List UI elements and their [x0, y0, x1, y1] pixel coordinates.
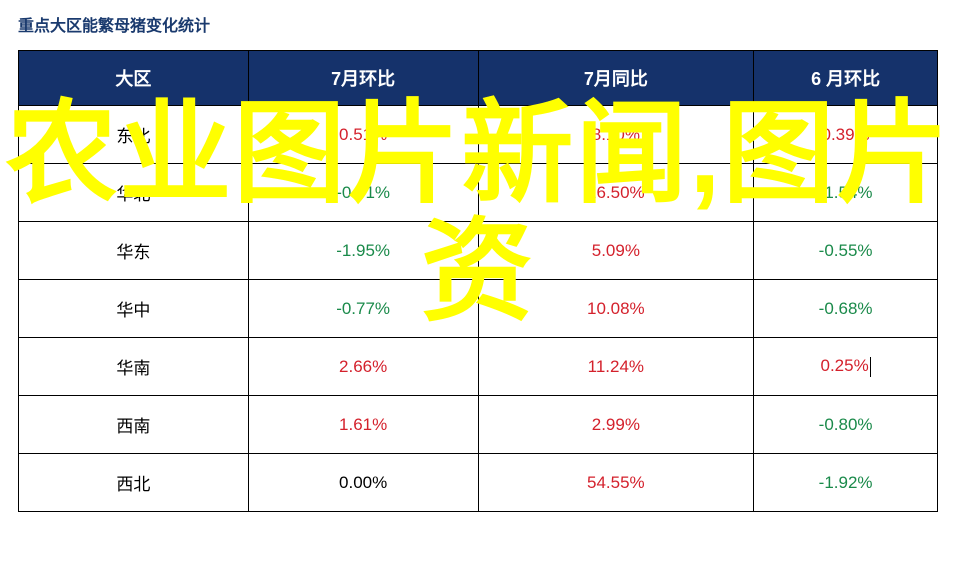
cell-value: 1.61%	[248, 396, 478, 454]
cell-region: 华中	[19, 280, 249, 338]
cell-value: -0.80%	[754, 396, 938, 454]
page-title: 重点大区能繁母猪变化统计	[18, 12, 938, 36]
table-row: 西南1.61%2.99%-0.80%	[19, 396, 938, 454]
table-row: 华南2.66%11.24%0.25%	[19, 338, 938, 396]
cell-region: 西南	[19, 396, 249, 454]
cell-value: 0.25%	[754, 338, 938, 396]
cell-region: 华南	[19, 338, 249, 396]
table-header-row: 大区 7月环比 7月同比 6 月环比	[19, 51, 938, 106]
cell-value: 8.10%	[478, 106, 754, 164]
stats-table: 大区 7月环比 7月同比 6 月环比 东北0.51%8.10%0.39%华北-0…	[18, 50, 938, 512]
col-jul-mom: 7月环比	[248, 51, 478, 106]
cell-value: -0.55%	[754, 222, 938, 280]
table-row: 西北0.00%54.55%-1.92%	[19, 454, 938, 512]
cell-value: 0.51%	[248, 106, 478, 164]
cell-region: 西北	[19, 454, 249, 512]
cell-region: 华北	[19, 164, 249, 222]
cell-value: 10.08%	[478, 280, 754, 338]
cell-value: 0.39%	[754, 106, 938, 164]
col-jul-yoy: 7月同比	[478, 51, 754, 106]
cell-value: 0.00%	[248, 454, 478, 512]
table-row: 东北0.51%8.10%0.39%	[19, 106, 938, 164]
cell-region: 华东	[19, 222, 249, 280]
cell-region: 东北	[19, 106, 249, 164]
cell-value: 54.55%	[478, 454, 754, 512]
col-jun-mom: 6 月环比	[754, 51, 938, 106]
cell-value: 2.66%	[248, 338, 478, 396]
cell-value: -1.54%	[754, 164, 938, 222]
cell-value: 11.24%	[478, 338, 754, 396]
cell-value: -0.31%	[248, 164, 478, 222]
cell-value: 5.09%	[478, 222, 754, 280]
cell-value: -0.77%	[248, 280, 478, 338]
cell-value: 16.50%	[478, 164, 754, 222]
table-row: 华中-0.77%10.08%-0.68%	[19, 280, 938, 338]
table-row: 华东-1.95%5.09%-0.55%	[19, 222, 938, 280]
text-cursor	[870, 357, 871, 377]
col-region: 大区	[19, 51, 249, 106]
cell-value: -1.95%	[248, 222, 478, 280]
cell-value: 2.99%	[478, 396, 754, 454]
table-row: 华北-0.31%16.50%-1.54%	[19, 164, 938, 222]
cell-value: -1.92%	[754, 454, 938, 512]
cell-value: -0.68%	[754, 280, 938, 338]
